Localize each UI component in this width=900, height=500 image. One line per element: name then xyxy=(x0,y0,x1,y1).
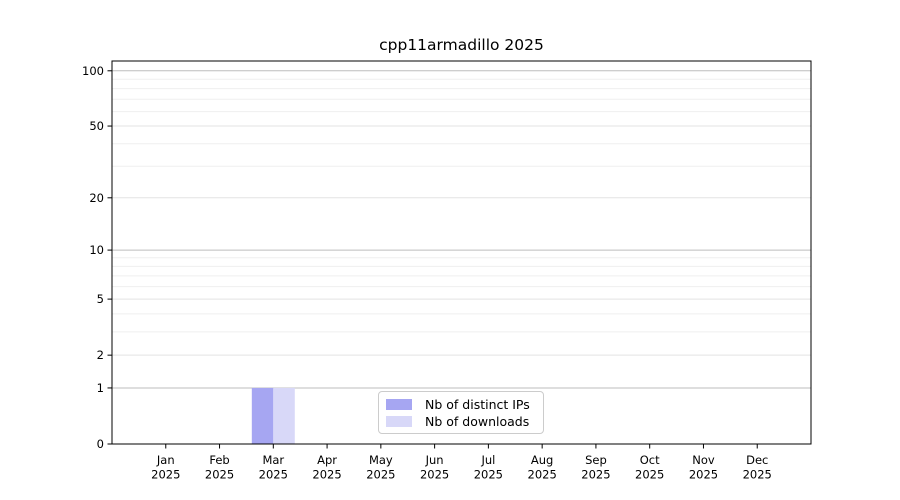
y-tick-label: 20 xyxy=(89,191,104,205)
legend-item-downloads: Nb of downloads xyxy=(386,413,543,429)
x-tick-label-month: Aug xyxy=(531,453,553,467)
x-tick-label-month: Jul xyxy=(480,453,495,467)
x-tick-label-month: Oct xyxy=(640,453,660,467)
x-tick-label-year: 2025 xyxy=(528,468,557,482)
x-tick-label-year: 2025 xyxy=(581,468,610,482)
x-tick-label-month: May xyxy=(369,453,393,467)
y-tick-label: 10 xyxy=(89,243,104,257)
x-tick-label-year: 2025 xyxy=(366,468,395,482)
x-tick-label-year: 2025 xyxy=(689,468,718,482)
x-tick-label-year: 2025 xyxy=(151,468,180,482)
chart-title: cpp11armadillo 2025 xyxy=(379,36,544,54)
x-tick-label-month: Jun xyxy=(425,453,444,467)
x-tick-label-month: Mar xyxy=(262,453,284,467)
plot-frame xyxy=(111,60,812,445)
x-tick-label-year: 2025 xyxy=(205,468,234,482)
x-tick-label-year: 2025 xyxy=(312,468,341,482)
legend-swatch-distinct-ips xyxy=(386,398,412,410)
legend-swatch-downloads xyxy=(386,415,412,427)
x-tick-label-year: 2025 xyxy=(743,468,772,482)
x-tick-label-month: Feb xyxy=(209,453,229,467)
x-tick-label-year: 2025 xyxy=(420,468,449,482)
legend-label-downloads: Nb of downloads xyxy=(425,413,530,429)
x-tick-label-year: 2025 xyxy=(474,468,503,482)
x-tick-label-month: Sep xyxy=(585,453,607,467)
y-tick-label: 2 xyxy=(97,348,104,362)
x-tick-label-year: 2025 xyxy=(259,468,288,482)
legend-item-distinct-ips: Nb of distinct IPs xyxy=(386,396,543,412)
bar-downloads xyxy=(273,387,295,444)
y-tick-label: 0 xyxy=(97,437,104,451)
x-tick-label-month: Apr xyxy=(317,453,337,467)
y-tick-label: 1 xyxy=(97,381,104,395)
y-tick-label: 50 xyxy=(89,119,104,133)
y-tick-label: 5 xyxy=(97,292,104,306)
x-tick-label-month: Nov xyxy=(692,453,715,467)
x-tick-label-month: Dec xyxy=(746,453,768,467)
y-tick-label: 100 xyxy=(82,64,104,78)
bar-distinct-ips xyxy=(251,387,274,444)
x-tick-label-month: Jan xyxy=(156,453,175,467)
legend-label-distinct-ips: Nb of distinct IPs xyxy=(425,396,530,412)
legend: Nb of distinct IPs Nb of downloads xyxy=(378,391,544,434)
x-tick-label-year: 2025 xyxy=(635,468,664,482)
